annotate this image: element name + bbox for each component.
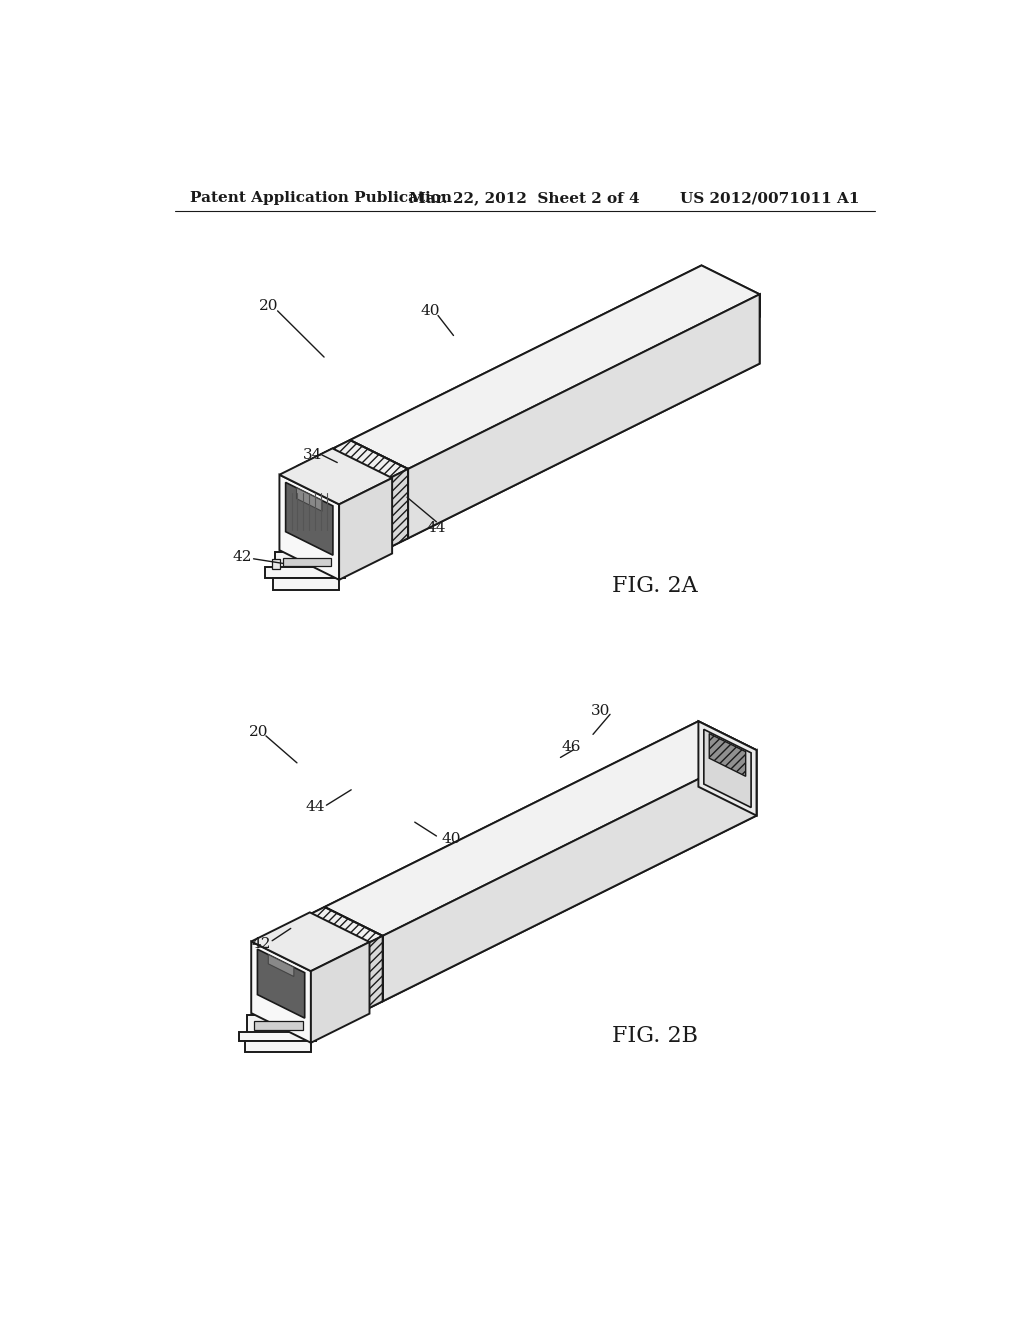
Polygon shape bbox=[355, 469, 409, 565]
Text: 46: 46 bbox=[561, 741, 581, 755]
Polygon shape bbox=[355, 294, 760, 565]
Polygon shape bbox=[311, 942, 370, 1043]
Polygon shape bbox=[325, 721, 757, 936]
Polygon shape bbox=[273, 578, 339, 590]
Polygon shape bbox=[297, 265, 760, 495]
Polygon shape bbox=[251, 941, 311, 1043]
Polygon shape bbox=[409, 294, 760, 539]
Polygon shape bbox=[286, 482, 333, 556]
Text: 40: 40 bbox=[421, 304, 440, 318]
Polygon shape bbox=[247, 1015, 309, 1045]
Polygon shape bbox=[266, 907, 383, 965]
Polygon shape bbox=[383, 750, 757, 1002]
Text: 42: 42 bbox=[232, 550, 253, 564]
Text: Mar. 22, 2012  Sheet 2 of 4: Mar. 22, 2012 Sheet 2 of 4 bbox=[410, 191, 640, 206]
Polygon shape bbox=[245, 1040, 311, 1052]
Polygon shape bbox=[698, 721, 757, 816]
Text: 34: 34 bbox=[303, 447, 323, 462]
Polygon shape bbox=[268, 954, 294, 977]
Polygon shape bbox=[324, 750, 757, 1031]
Text: 30: 30 bbox=[591, 705, 610, 718]
Polygon shape bbox=[265, 568, 345, 578]
Polygon shape bbox=[280, 449, 392, 504]
Text: 44: 44 bbox=[305, 800, 325, 813]
Polygon shape bbox=[350, 265, 760, 469]
Polygon shape bbox=[297, 488, 323, 511]
Polygon shape bbox=[280, 475, 339, 579]
Text: 20: 20 bbox=[249, 725, 268, 739]
Polygon shape bbox=[283, 558, 332, 565]
Text: Patent Application Publication: Patent Application Publication bbox=[190, 191, 452, 206]
Text: 20: 20 bbox=[259, 300, 279, 313]
Polygon shape bbox=[339, 478, 392, 579]
Text: 44: 44 bbox=[427, 521, 446, 535]
Text: FIG. 2B: FIG. 2B bbox=[612, 1026, 698, 1047]
Polygon shape bbox=[272, 560, 281, 569]
Polygon shape bbox=[324, 936, 383, 1031]
Polygon shape bbox=[703, 730, 751, 808]
Polygon shape bbox=[297, 440, 409, 495]
Text: FIG. 2A: FIG. 2A bbox=[612, 574, 697, 597]
Polygon shape bbox=[251, 912, 370, 972]
Text: 40: 40 bbox=[441, 832, 461, 846]
Polygon shape bbox=[239, 1032, 315, 1040]
Polygon shape bbox=[254, 1020, 303, 1030]
Polygon shape bbox=[710, 734, 745, 776]
Text: 42: 42 bbox=[251, 937, 270, 950]
Polygon shape bbox=[257, 949, 305, 1018]
Polygon shape bbox=[266, 721, 757, 965]
Text: US 2012/0071011 A1: US 2012/0071011 A1 bbox=[680, 191, 859, 206]
Polygon shape bbox=[274, 552, 338, 583]
